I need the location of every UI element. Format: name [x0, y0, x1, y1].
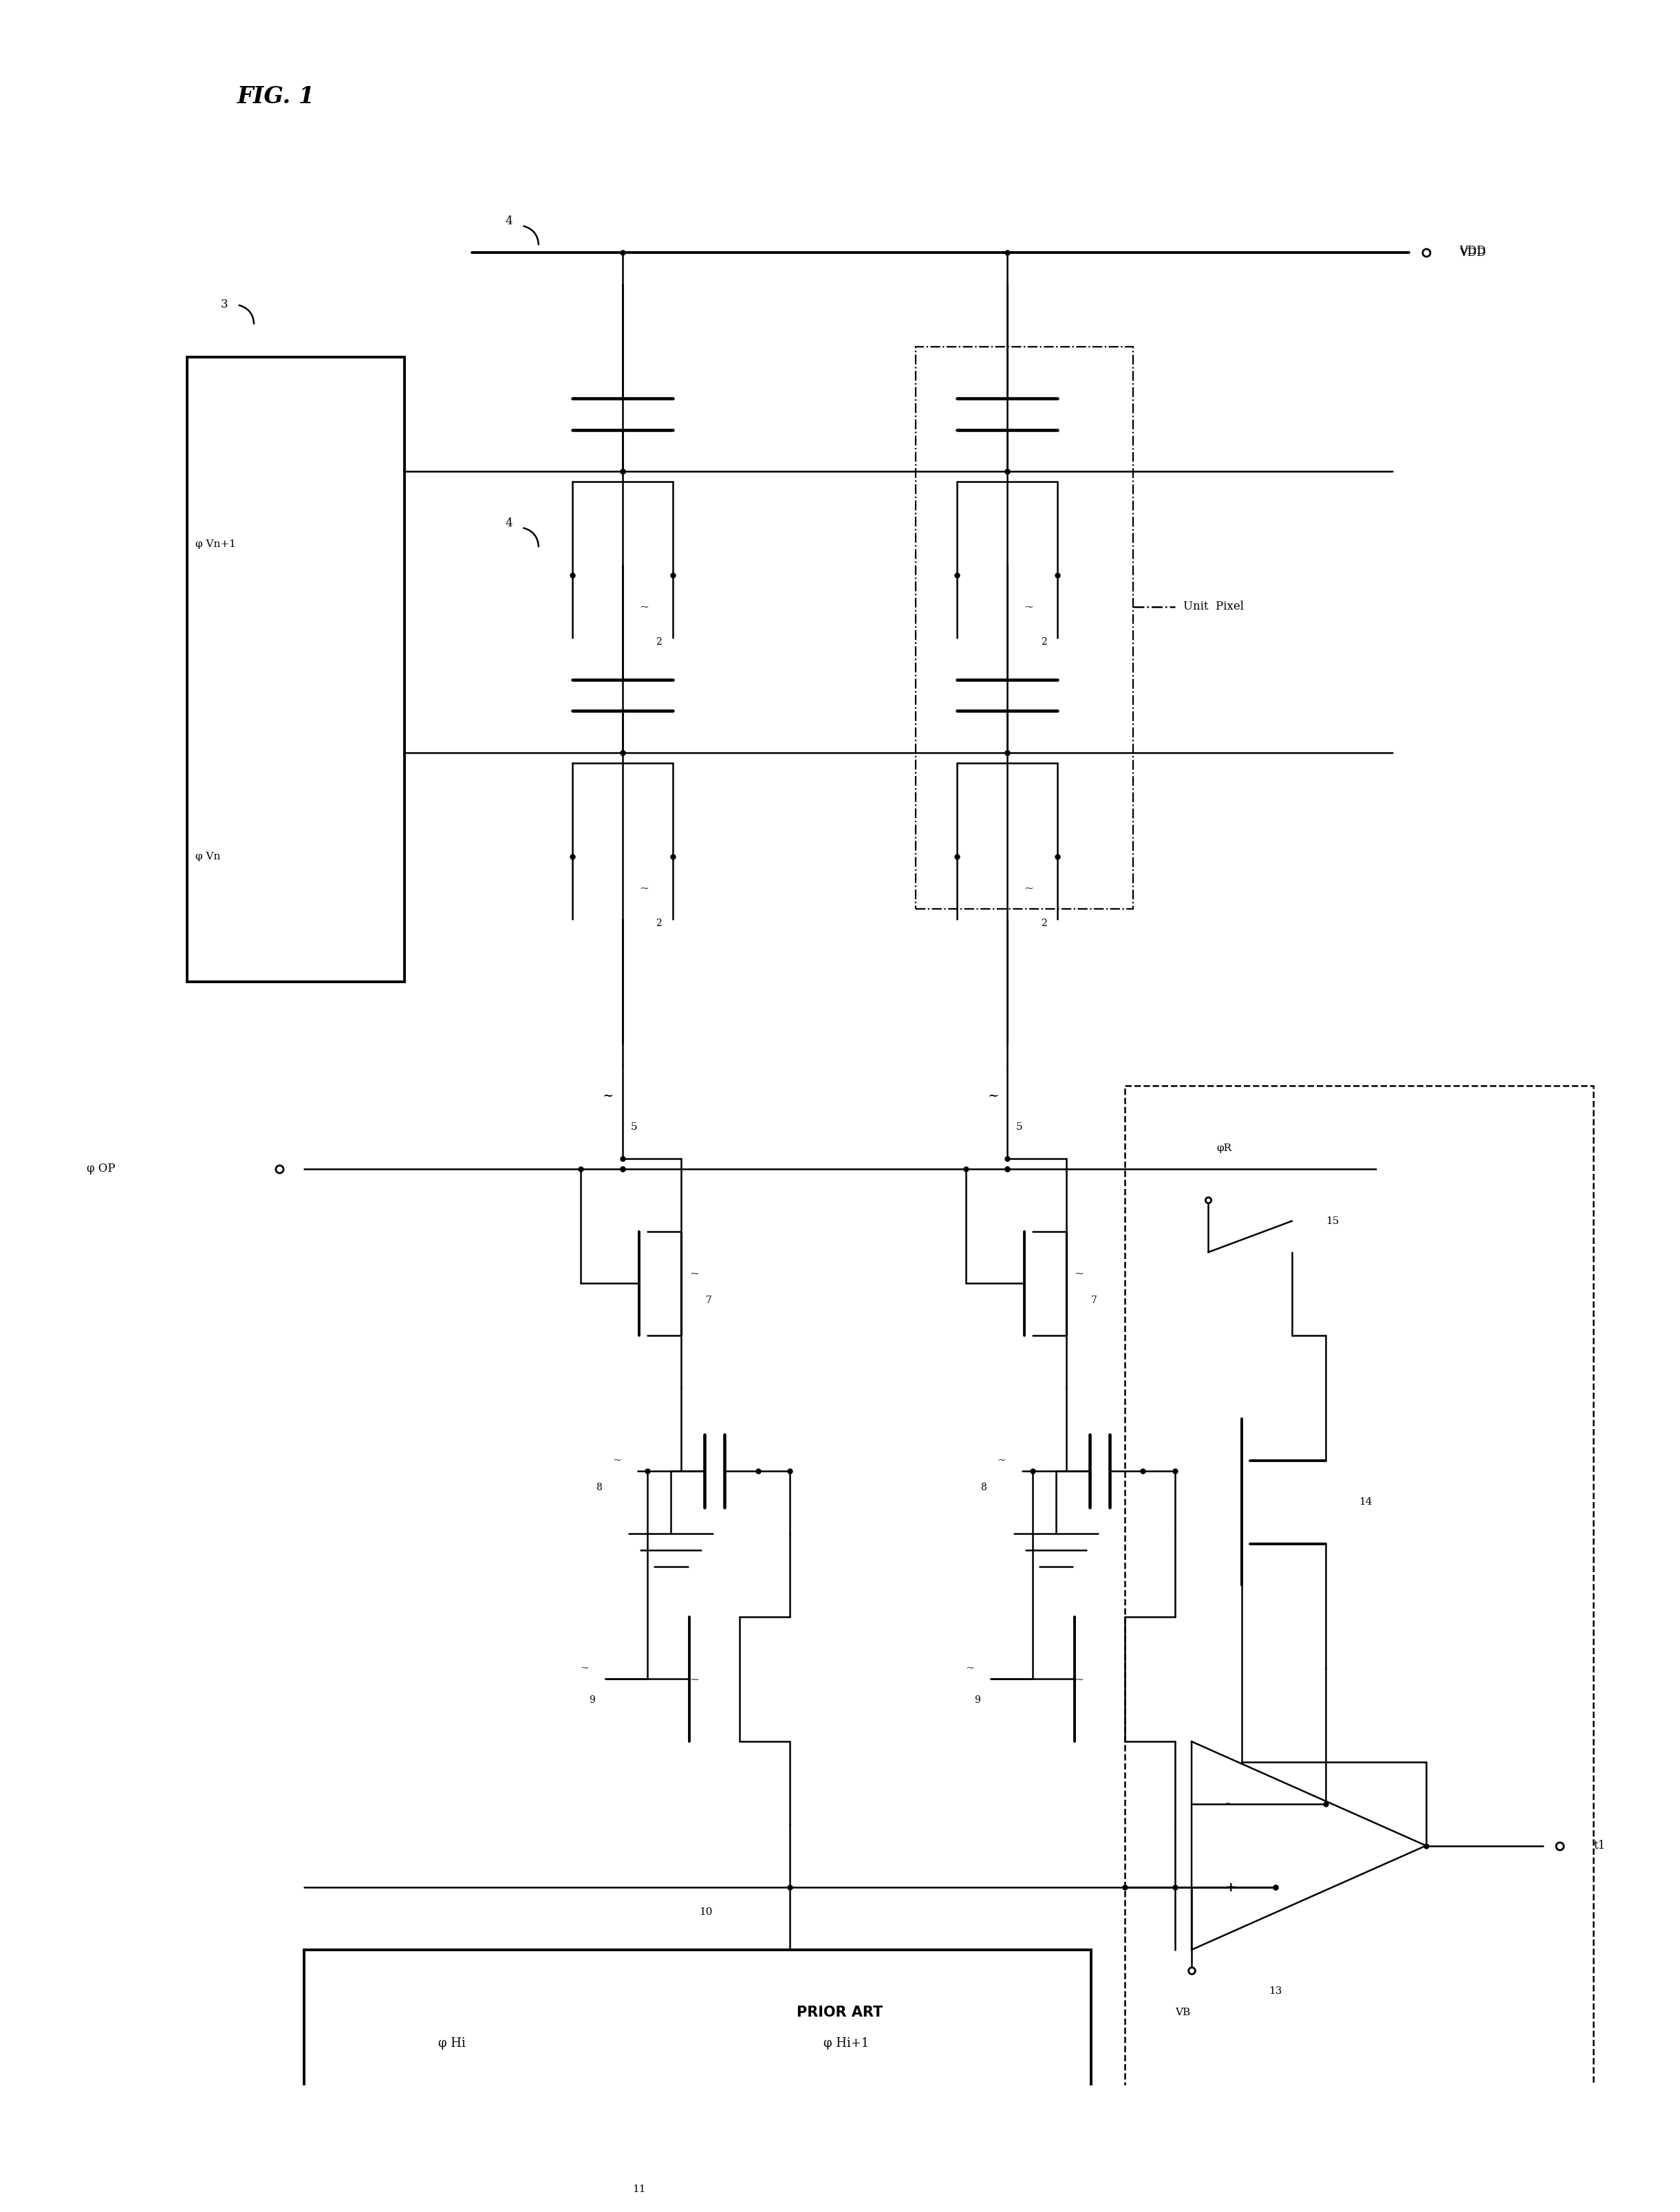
Text: 13: 13 — [1268, 1986, 1282, 1995]
Text: ~: ~ — [581, 1663, 590, 1674]
Text: φ Hi+1: φ Hi+1 — [823, 2037, 869, 2051]
Text: ~: ~ — [1025, 883, 1033, 894]
Text: ~: ~ — [1075, 1672, 1084, 1686]
Text: ~: ~ — [1025, 602, 1033, 613]
Text: 8: 8 — [981, 1482, 986, 1493]
Text: 7: 7 — [1090, 1296, 1097, 1305]
Text: ~: ~ — [998, 1455, 1006, 1464]
Bar — [1124, 1086, 1593, 2179]
Bar — [916, 347, 1132, 909]
Text: φ Vn+1: φ Vn+1 — [195, 540, 235, 549]
Text: 5: 5 — [630, 1121, 637, 1133]
Text: 2: 2 — [1042, 918, 1047, 929]
Text: 11: 11 — [632, 2185, 645, 2194]
Text: 8: 8 — [595, 1482, 601, 1493]
Text: ~: ~ — [689, 1267, 699, 1279]
Text: 9: 9 — [590, 1694, 595, 1705]
Text: φR: φR — [1216, 1144, 1231, 1152]
Bar — [304, 1949, 1090, 2137]
Text: φ OP: φ OP — [87, 1164, 116, 1175]
Text: ~: ~ — [689, 1672, 699, 1686]
Text: 4: 4 — [506, 215, 512, 228]
Text: φ Hi: φ Hi — [438, 2037, 465, 2051]
Text: 4: 4 — [506, 518, 512, 529]
Text: 14: 14 — [1359, 1498, 1373, 1506]
Text: ~: ~ — [603, 1091, 613, 1102]
Text: +: + — [1225, 1880, 1236, 1893]
Text: ~: ~ — [638, 883, 648, 894]
Text: -: - — [1225, 1798, 1230, 1812]
Text: ~: ~ — [988, 1091, 1000, 1102]
Text: Unit  Pixel: Unit Pixel — [1183, 602, 1243, 613]
Text: φ Vn: φ Vn — [195, 852, 220, 860]
Bar — [186, 356, 405, 982]
Text: ~: ~ — [1075, 1267, 1084, 1279]
Text: 2: 2 — [1042, 637, 1047, 646]
Text: PRIOR ART: PRIOR ART — [796, 2006, 884, 2020]
Text: VB: VB — [1174, 2008, 1189, 2017]
Text: 3: 3 — [220, 299, 228, 310]
Text: ~: ~ — [638, 602, 648, 613]
Text: VDD: VDD — [1460, 248, 1487, 259]
Text: t1: t1 — [1593, 1840, 1606, 1851]
Text: 10: 10 — [699, 1907, 712, 1918]
Text: 2: 2 — [655, 637, 662, 646]
Text: 2: 2 — [655, 918, 662, 929]
Text: FIG. 1: FIG. 1 — [237, 86, 316, 108]
Text: 9: 9 — [974, 1694, 979, 1705]
Text: 5: 5 — [1016, 1121, 1023, 1133]
Text: 7: 7 — [706, 1296, 712, 1305]
Text: VDD: VDD — [1460, 246, 1487, 257]
Text: 15: 15 — [1326, 1217, 1339, 1225]
Text: ~: ~ — [966, 1663, 974, 1674]
Text: ~: ~ — [612, 1455, 622, 1464]
